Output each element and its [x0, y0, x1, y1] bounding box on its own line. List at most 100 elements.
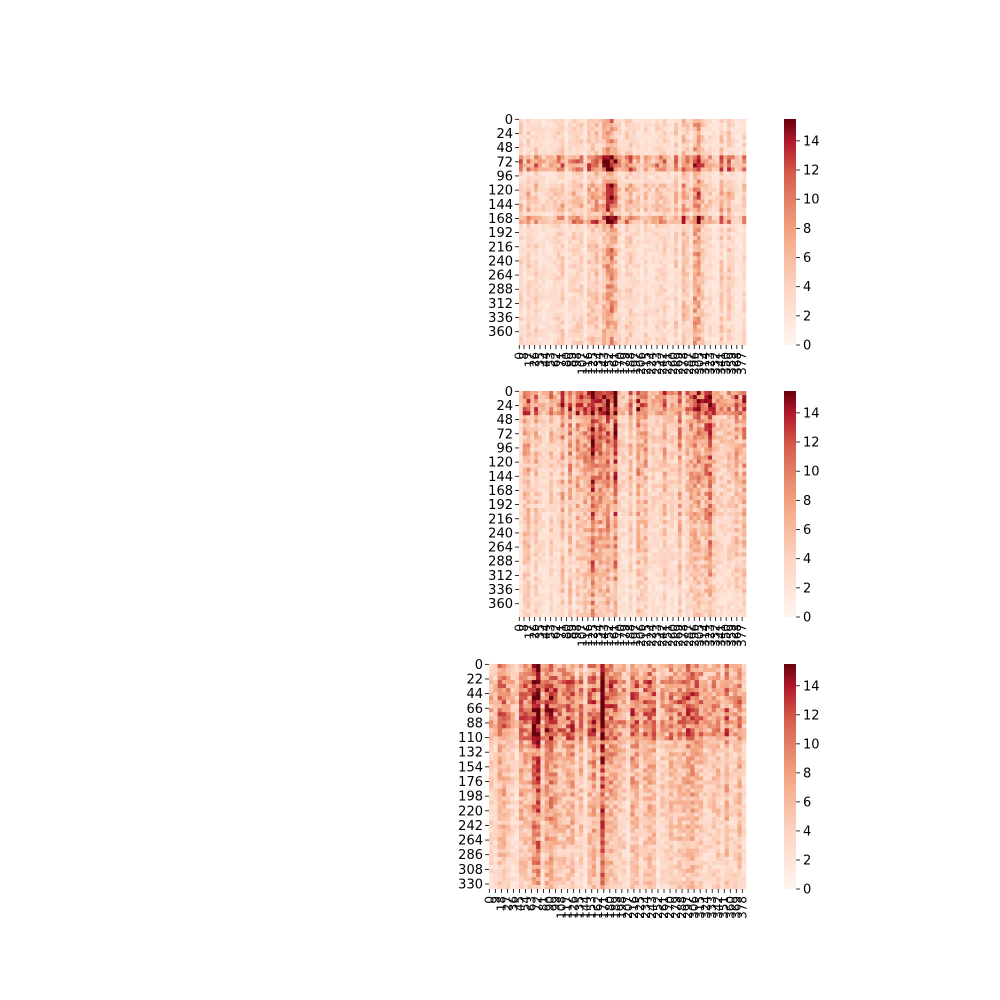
heatmap-cell: [519, 399, 524, 404]
heatmap-cell: [742, 320, 747, 326]
heatmap-cell: [628, 471, 633, 477]
heatmap-cell: [553, 308, 558, 314]
heatmap-cell: [685, 471, 690, 477]
heatmap-cell: [530, 151, 535, 156]
heatmap-cell: [553, 280, 558, 285]
heatmap-cell: [553, 300, 558, 305]
heatmap-cell: [689, 312, 694, 318]
heatmap-cell: [704, 455, 709, 460]
heatmap-cell: [541, 131, 546, 136]
heatmap-cell: [526, 328, 531, 334]
heatmap-cell: [643, 244, 648, 249]
heatmap-cell: [727, 284, 732, 289]
heatmap-cell: [742, 296, 747, 301]
heatmap-cell: [579, 207, 584, 213]
heatmap-cell: [568, 179, 573, 184]
heatmap-cell: [606, 264, 611, 269]
heatmap-cell: [719, 207, 724, 213]
heatmap-cell: [598, 203, 603, 209]
heatmap-cell: [640, 308, 645, 314]
heatmap-cell: [700, 451, 705, 456]
heatmap-cell: [568, 431, 573, 436]
heatmap-cell: [617, 135, 622, 140]
heatmap-cell: [606, 195, 611, 201]
heatmap-cell: [575, 443, 580, 448]
heatmap-cell: [700, 163, 705, 168]
heatmap-cell: [636, 284, 641, 289]
heatmap-cell: [734, 467, 739, 473]
heatmap-cell: [571, 455, 577, 460]
heatmap-cell: [636, 272, 641, 277]
heatmap-cell: [689, 459, 694, 464]
heatmap-cell: [526, 479, 531, 485]
heatmap-cell: [655, 419, 660, 424]
heatmap-cell: [609, 280, 614, 285]
heatmap-cell: [594, 455, 599, 460]
heatmap-cell: [636, 195, 641, 201]
heatmap-cell: [541, 395, 546, 400]
heatmap-cell: [677, 324, 682, 330]
heatmap-cell: [636, 127, 641, 132]
heatmap-cell: [522, 155, 527, 160]
heatmap-cell: [587, 183, 592, 188]
heatmap-cell: [666, 447, 671, 452]
heatmap-cell: [677, 127, 682, 132]
heatmap-cell: [723, 276, 728, 281]
heatmap-cell: [670, 232, 675, 237]
heatmap-cell: [700, 407, 705, 412]
heatmap-cell: [689, 447, 694, 452]
heatmap-cell: [730, 308, 735, 314]
heatmap-cell: [723, 219, 728, 225]
heatmap-cell: [579, 487, 584, 493]
heatmap-cell: [613, 300, 618, 305]
x-tick-label: 152: [602, 352, 616, 375]
heatmap-cell: [541, 203, 546, 209]
heatmap-cell: [549, 455, 554, 460]
heatmap-cell: [666, 240, 671, 245]
heatmap-cell: [553, 183, 558, 188]
heatmap-cell: [666, 443, 671, 448]
heatmap-cell: [579, 340, 584, 346]
heatmap-cell: [534, 211, 539, 217]
heatmap-cell: [685, 407, 690, 412]
heatmap-cell: [583, 340, 588, 346]
heatmap-cell: [602, 328, 607, 334]
heatmap-cell: [545, 467, 550, 473]
heatmap-cell: [602, 312, 607, 318]
heatmap-cell: [632, 223, 637, 229]
heatmap-cell: [685, 159, 690, 164]
heatmap-cell: [606, 203, 611, 209]
heatmap-cell: [636, 455, 641, 460]
heatmap-cell: [711, 276, 717, 281]
heatmap-cell: [526, 119, 531, 124]
heatmap-cell: [685, 131, 690, 136]
heatmap-cell: [587, 248, 592, 253]
heatmap-cell: [617, 232, 622, 237]
heatmap-cell: [621, 268, 626, 273]
heatmap-cell: [677, 159, 682, 164]
heatmap-cell: [564, 308, 569, 314]
heatmap-cell: [537, 304, 542, 309]
heatmap-cell: [526, 308, 531, 314]
heatmap-cell: [583, 272, 588, 277]
heatmap-cell: [519, 479, 524, 485]
heatmap-cell: [530, 211, 535, 217]
heatmap-cell: [700, 316, 705, 322]
heatmap-cell: [617, 240, 622, 245]
heatmap-cell: [613, 155, 618, 160]
heatmap-cell: [685, 455, 690, 460]
heatmap-cell: [723, 183, 728, 188]
heatmap-cell: [617, 312, 622, 318]
heatmap-cell: [602, 252, 607, 257]
heatmap-cell: [711, 187, 717, 192]
heatmap-cell: [553, 187, 558, 192]
heatmap-cell: [730, 399, 735, 404]
heatmap-cell: [571, 211, 577, 217]
heatmap-cell: [636, 395, 641, 400]
heatmap-cell: [704, 195, 709, 201]
heatmap-cell: [685, 431, 690, 436]
heatmap-cell: [677, 419, 682, 424]
heatmap-cell: [662, 296, 667, 301]
heatmap-cell: [575, 304, 580, 309]
heatmap-cell: [556, 324, 561, 330]
